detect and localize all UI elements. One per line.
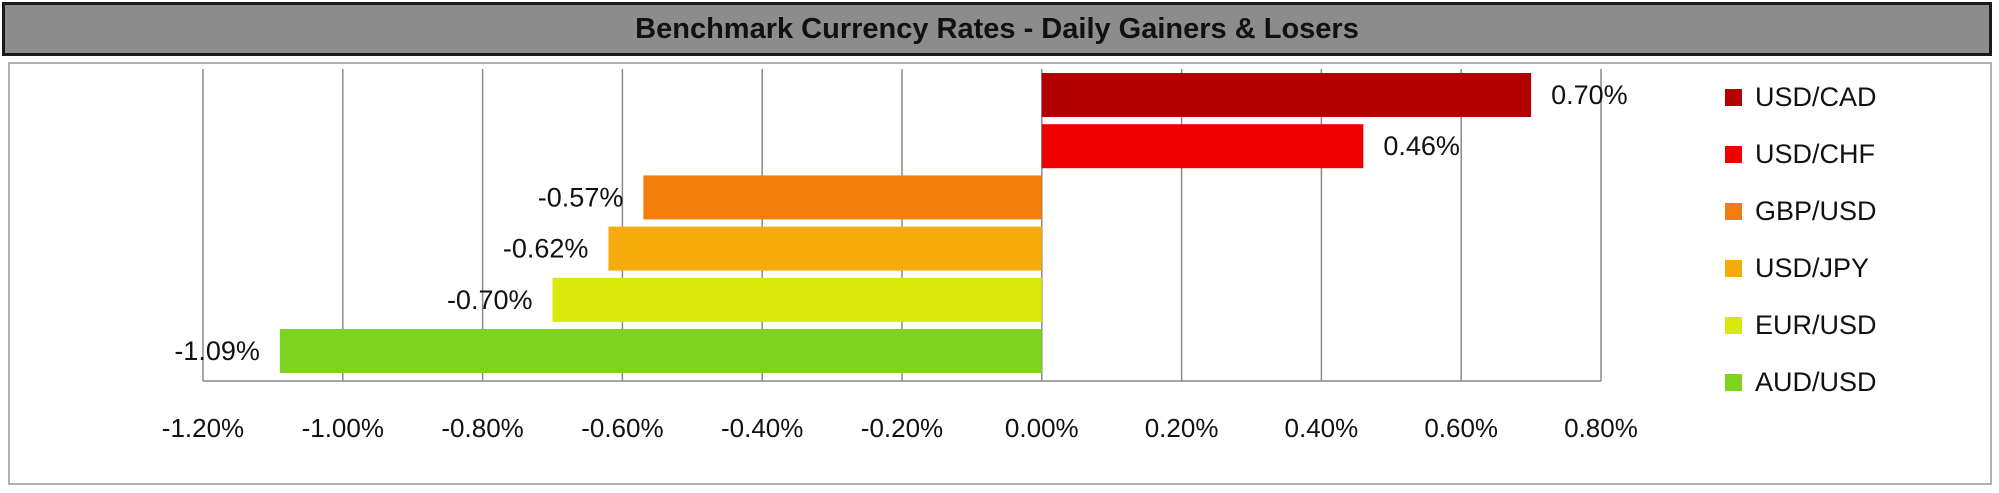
chart-title: Benchmark Currency Rates - Daily Gainers… [635, 12, 1359, 45]
data-label: 0.46% [1383, 131, 1460, 161]
x-tick-label: -1.00% [302, 413, 384, 443]
legend-swatch [1725, 203, 1742, 220]
legend: USD/CAD USD/CHF GBP/USD USD/JPY EUR/USD AUD/U… [1725, 82, 1877, 397]
bar-usd-cad [1041, 73, 1532, 117]
legend-label: EUR/USD [1755, 310, 1877, 340]
legend-label: USD/JPY [1755, 253, 1869, 283]
bar-usd-jpy [608, 226, 1042, 271]
legend-label: AUD/USD [1755, 367, 1877, 397]
x-tick-label: 0.80% [1564, 413, 1638, 443]
x-tick-label: -0.20% [861, 413, 943, 443]
bar-aud-usd [279, 329, 1042, 373]
plot-frame [8, 62, 1992, 485]
bars [279, 73, 1532, 373]
x-tick-label: -1.20% [162, 413, 244, 443]
data-label: -0.70% [447, 285, 533, 315]
legend-label: USD/CAD [1755, 82, 1877, 112]
x-tick-label: -0.80% [441, 413, 523, 443]
legend-swatch [1725, 89, 1742, 106]
x-tick-label: -0.40% [721, 413, 803, 443]
x-tick-label: 0.00% [1005, 413, 1079, 443]
x-tick-label: 0.40% [1285, 413, 1359, 443]
legend-swatch [1725, 317, 1742, 334]
bar-usd-chf [1041, 124, 1364, 169]
chart-title-bar: Benchmark Currency Rates - Daily Gainers… [2, 2, 1992, 56]
legend-label: GBP/USD [1755, 196, 1877, 226]
data-label: 0.70% [1551, 80, 1628, 110]
legend-swatch [1725, 146, 1742, 163]
data-label: -0.62% [503, 234, 589, 264]
x-axis-ticks: -1.20% -1.00% -0.80% -0.60% -0.40% -0.20% 0.00… [162, 413, 1638, 443]
x-tick-label: 0.60% [1424, 413, 1498, 443]
x-tick-label: -0.60% [581, 413, 663, 443]
bar-eur-usd [552, 277, 1042, 322]
data-label: -1.09% [174, 336, 260, 366]
bar-gbp-usd [643, 175, 1042, 220]
data-labels: 0.70% 0.46% -0.57% -0.62% -0.70% -1.09% [174, 80, 1627, 366]
data-label: -0.57% [538, 182, 624, 212]
x-tick-label: 0.20% [1145, 413, 1219, 443]
legend-swatch [1725, 374, 1742, 391]
legend-label: USD/CHF [1755, 139, 1875, 169]
legend-swatch [1725, 260, 1742, 277]
